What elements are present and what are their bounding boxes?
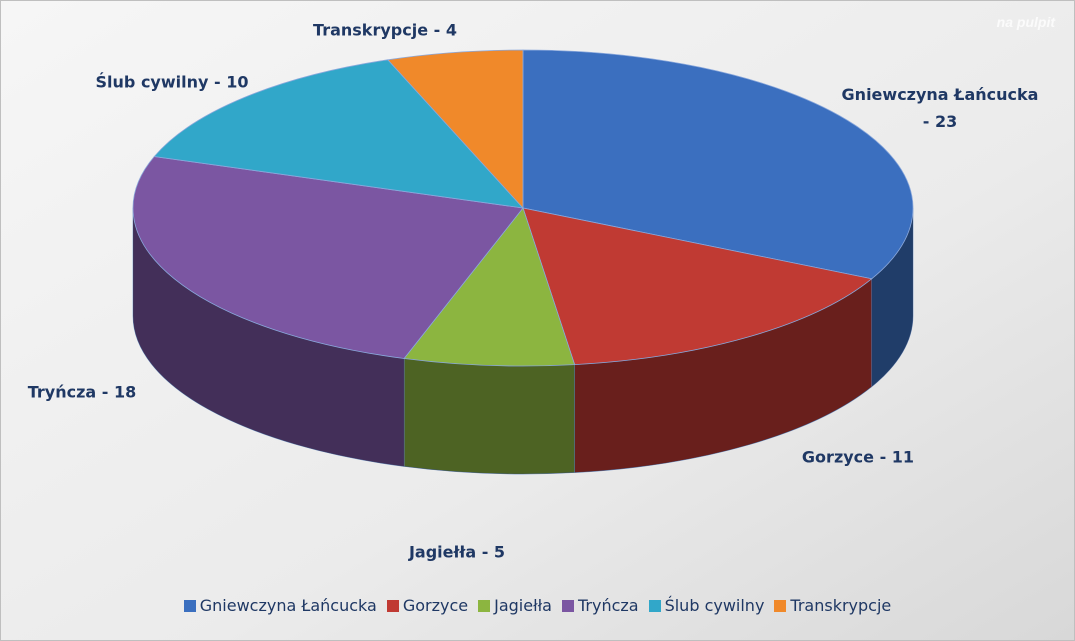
- slice: [132, 156, 524, 359]
- slice-side-shade: [871, 208, 913, 387]
- legend-item: Tryńcza: [561, 596, 639, 615]
- slice: [387, 49, 524, 210]
- slice: [153, 59, 525, 209]
- data-label: Tryńcza - 18: [27, 382, 137, 402]
- legend-swatch: [183, 599, 196, 612]
- legend-item: Gniewczyna Łańcucka: [183, 596, 377, 615]
- legend-item: Ślub cywilny: [648, 596, 765, 615]
- slice: [522, 49, 914, 280]
- slice: [522, 207, 873, 366]
- legend-label: Jagiełła: [494, 596, 552, 615]
- legend-label: Gniewczyna Łańcucka: [199, 596, 377, 615]
- legend-swatch: [648, 599, 661, 612]
- slice-side-shade: [133, 208, 405, 467]
- legend-item: Gorzyce: [386, 596, 469, 615]
- pie: [132, 49, 914, 475]
- legend-label: Ślub cywilny: [664, 596, 765, 615]
- legend-swatch: [561, 599, 574, 612]
- slice-side-shade: [404, 358, 575, 474]
- data-label: Gniewczyna Łańcucka - 23: [841, 85, 1039, 131]
- watermark: na pulpit: [996, 14, 1055, 30]
- data-label: Ślub cywilny - 10: [95, 72, 249, 92]
- legend-swatch: [774, 599, 787, 612]
- legend-label: Tryńcza: [577, 596, 639, 615]
- data-label: Transkrypcje - 4: [313, 20, 457, 40]
- legend-item: Jagiełła: [478, 596, 552, 615]
- legend-swatch: [386, 599, 399, 612]
- data-label: Jagiełła - 5: [408, 542, 506, 562]
- legend-label: Transkrypcje: [790, 596, 892, 615]
- legend-label: Gorzyce: [402, 596, 469, 615]
- data-label: Gorzyce - 11: [801, 447, 915, 467]
- slice: [403, 207, 576, 367]
- legend-item: Transkrypcje: [774, 596, 891, 615]
- legend-swatch: [478, 599, 491, 612]
- slice-side-shade: [574, 278, 872, 473]
- legend: Gniewczyna Łańcucka Gorzyce Jagiełła Tryńcz…: [0, 596, 1075, 615]
